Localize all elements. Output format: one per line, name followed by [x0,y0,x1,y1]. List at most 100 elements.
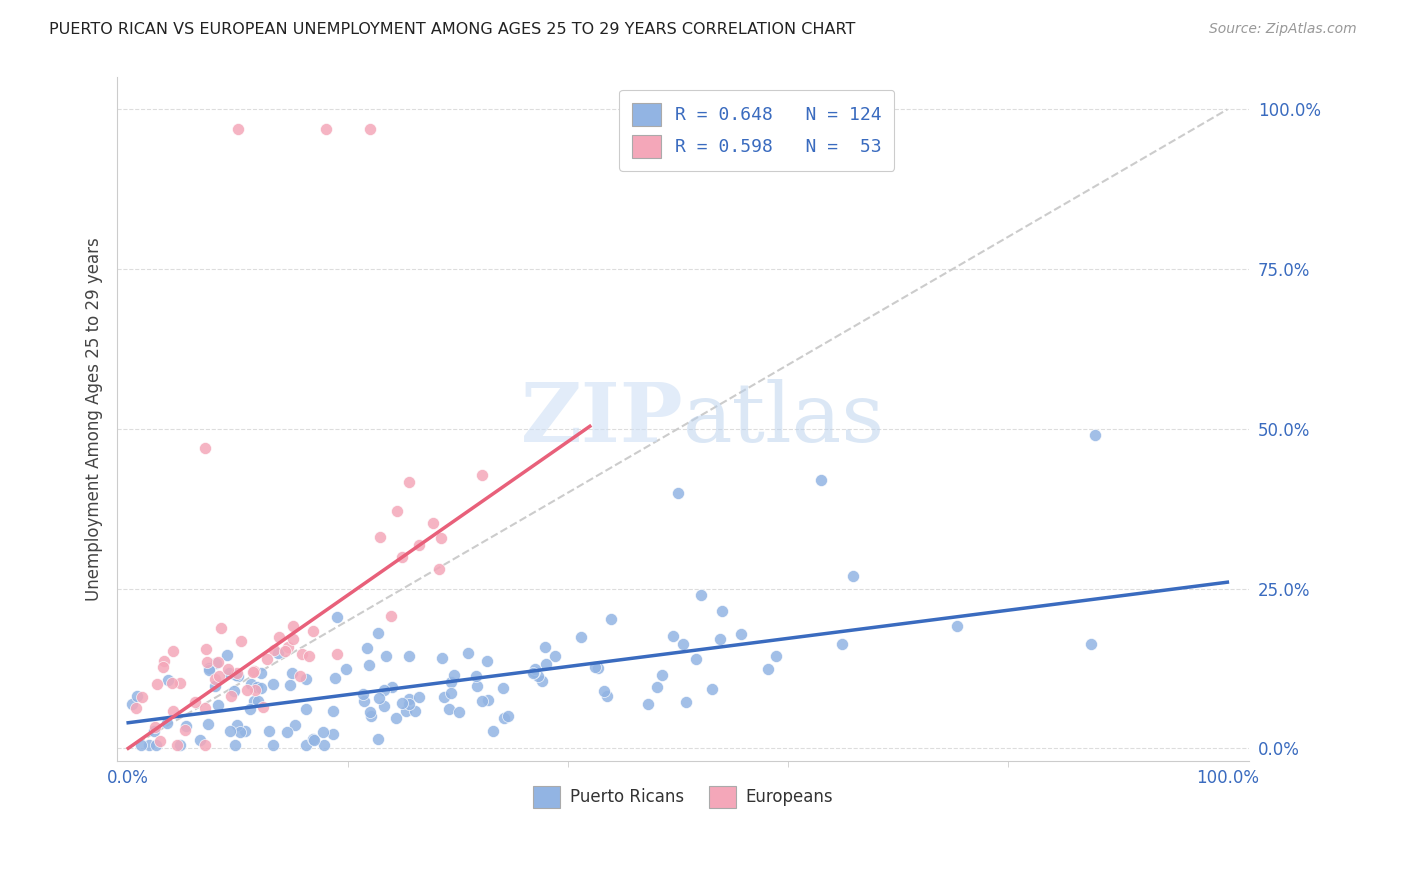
Text: ZIP: ZIP [520,379,683,459]
Point [157,673,180,688]
Point [496,708,519,723]
Point [173,723,195,738]
Point [228,668,250,682]
Point [360,709,382,723]
Point [209,621,232,635]
Text: atlas: atlas [683,379,886,459]
Point [295,738,318,752]
Point [243,664,266,678]
Point [571,630,593,644]
Point [250,666,273,681]
Point [221,689,243,703]
Point [367,731,389,746]
Point [1084,428,1107,442]
Point [427,562,450,576]
Point [250,681,273,695]
Point [205,656,228,670]
Point [262,677,284,691]
Point [359,121,381,136]
Point [373,682,395,697]
Point [162,644,184,658]
Point [121,697,143,711]
Point [408,538,430,552]
Point [131,690,153,705]
Point [263,642,285,657]
Point [359,705,381,719]
Point [243,694,266,708]
Point [283,632,305,646]
Point [315,121,337,136]
Point [301,731,323,746]
Point [226,121,249,136]
Point [702,682,724,697]
Point [208,669,231,683]
Point [207,698,229,712]
Point [204,672,226,686]
Y-axis label: Unemployment Among Ages 25 to 29 years: Unemployment Among Ages 25 to 29 years [86,237,103,601]
Point [1080,637,1102,651]
Point [593,684,616,698]
Point [527,668,550,682]
Point [666,485,689,500]
Point [523,665,546,680]
Point [398,649,420,664]
Text: PUERTO RICAN VS EUROPEAN UNEMPLOYMENT AMONG AGES 25 TO 29 YEARS CORRELATION CHAR: PUERTO RICAN VS EUROPEAN UNEMPLOYMENT AM… [49,22,856,37]
Point [195,656,218,670]
Point [229,724,252,739]
Point [145,738,167,752]
Point [276,724,298,739]
Point [322,704,344,718]
Point [457,647,479,661]
Point [156,716,179,731]
Point [353,694,375,708]
Point [596,690,619,704]
Text: Source: ZipAtlas.com: Source: ZipAtlas.com [1209,22,1357,37]
Point [475,654,498,668]
Point [395,704,418,718]
Point [225,717,247,731]
Point [544,648,567,663]
Point [247,694,270,708]
Point [831,637,853,651]
Point [440,686,463,700]
Point [176,719,198,733]
Point [278,678,301,692]
Point [662,629,685,643]
Point [302,733,325,747]
Point [756,662,779,676]
Point [295,702,318,716]
Point [217,648,239,663]
Point [440,675,463,690]
Point [335,662,357,676]
Point [381,680,404,694]
Point [153,654,176,668]
Point [380,609,402,624]
Point [277,640,299,655]
Point [256,651,278,665]
Point [291,647,314,661]
Point [194,738,217,752]
Point [586,661,609,675]
Point [534,657,557,672]
Point [245,682,267,697]
Point [398,692,420,706]
Point [198,660,221,674]
Point [398,697,420,711]
Point [404,704,426,718]
Point [274,644,297,658]
Point [239,677,262,691]
Point [494,711,516,725]
Point [352,687,374,701]
Point [599,612,621,626]
Point [229,633,252,648]
Point [281,619,304,633]
Legend: Puerto Ricans, Europeans: Puerto Ricans, Europeans [527,780,839,814]
Point [443,668,465,682]
Point [138,738,160,752]
Point [685,652,707,666]
Point [842,569,865,583]
Point [294,672,316,686]
Point [297,648,319,663]
Point [375,648,398,663]
Point [149,734,172,748]
